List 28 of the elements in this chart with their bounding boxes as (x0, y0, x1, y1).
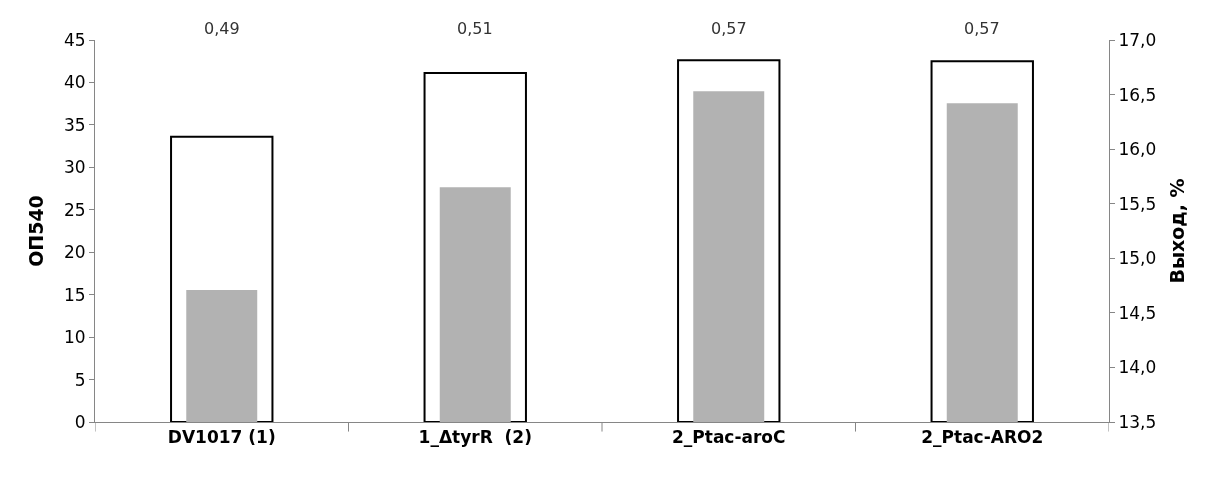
y2-tick-label: 13,5 (1118, 411, 1157, 432)
text: 0,57 (711, 19, 747, 38)
y-tick-label: 30 (63, 157, 86, 178)
y2-tick-label: 14,5 (1118, 302, 1157, 323)
text: 0,57 (964, 19, 1000, 38)
y-tick-label: 5 (74, 369, 86, 390)
y-tick-label: 35 (63, 114, 86, 135)
x-tick-label: 2_Ptac-aroC (671, 427, 786, 448)
y2-tick-label: 17,0 (1118, 29, 1157, 50)
y-tick-label: 0 (74, 411, 86, 432)
x-tick-label: 1_ΔtyrR (2) (418, 427, 532, 448)
y-tick-label: 20 (63, 242, 86, 263)
y-tick-label: 40 (63, 72, 86, 93)
y-tick-label: 15 (63, 284, 86, 305)
text: 0,51 (457, 19, 493, 38)
y2-tick-label: 15,0 (1118, 248, 1157, 269)
text: 0,49 (204, 19, 240, 38)
y-tick-label: 25 (63, 199, 86, 220)
x-tick-label: 2_Ptac-ARO2 (921, 427, 1044, 448)
y2-tick-label: 15,5 (1118, 193, 1157, 214)
y2-tick-label: 14,0 (1118, 357, 1157, 378)
x-tick-label: DV1017 (1) (167, 427, 276, 448)
y2-tick-label: 16,0 (1118, 139, 1157, 160)
y2-tick-label: 16,5 (1118, 84, 1157, 105)
y-tick-label: 45 (63, 29, 86, 50)
y-axis-title: ОП540 (24, 195, 47, 267)
y-tick-label: 10 (63, 327, 86, 348)
y2-axis-title: Выход, % (1166, 178, 1189, 284)
